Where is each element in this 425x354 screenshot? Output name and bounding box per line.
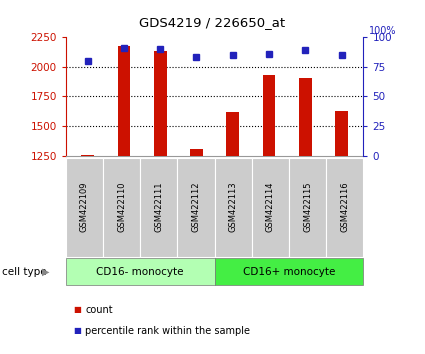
Text: count: count [85, 305, 113, 315]
Text: GSM422116: GSM422116 [340, 182, 349, 233]
Bar [154, 51, 167, 156]
Text: GSM422111: GSM422111 [154, 182, 163, 232]
Text: CD16+ monocyte: CD16+ monocyte [243, 267, 335, 277]
Text: GSM422112: GSM422112 [192, 182, 201, 232]
Text: percentile rank within the sample: percentile rank within the sample [85, 326, 250, 336]
Bar [227, 112, 239, 156]
Text: GDS4219 / 226650_at: GDS4219 / 226650_at [139, 16, 286, 29]
Text: ■: ■ [73, 326, 81, 336]
Bar [335, 111, 348, 156]
Text: GSM422109: GSM422109 [80, 182, 89, 232]
Bar [81, 155, 94, 156]
Text: CD16- monocyte: CD16- monocyte [96, 267, 184, 277]
Bar [190, 149, 203, 156]
Text: cell type: cell type [2, 267, 47, 277]
Text: ■: ■ [73, 305, 81, 314]
Bar [118, 46, 130, 156]
Text: GSM422114: GSM422114 [266, 182, 275, 232]
Text: ▶: ▶ [42, 267, 50, 277]
Bar [263, 75, 275, 156]
Text: GSM422115: GSM422115 [303, 182, 312, 232]
Text: GSM422110: GSM422110 [117, 182, 126, 232]
Bar [299, 78, 312, 156]
Text: GSM422113: GSM422113 [229, 182, 238, 233]
Text: 100%: 100% [369, 26, 397, 36]
